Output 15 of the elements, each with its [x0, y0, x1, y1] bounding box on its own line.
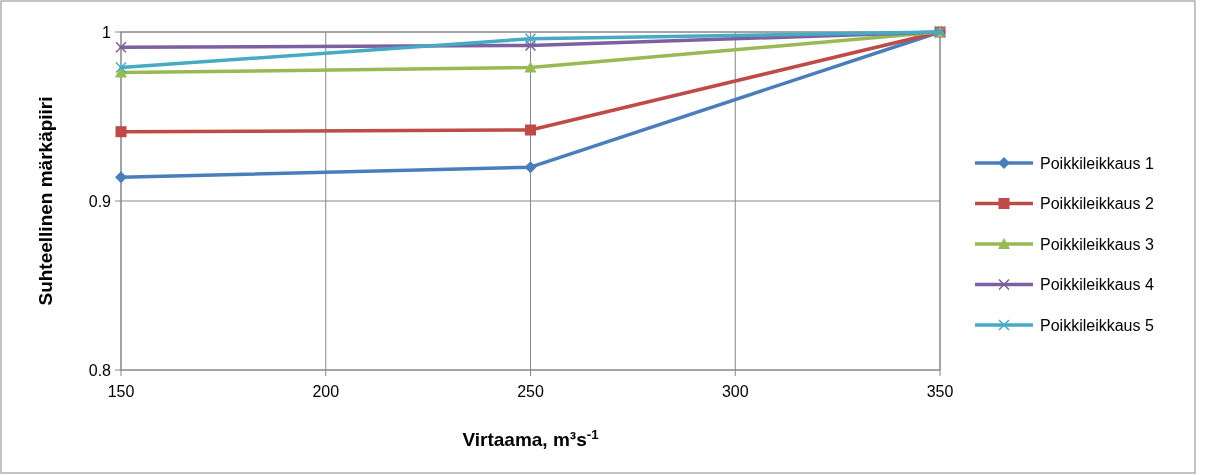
legend-label: Poikkileikkaus 4	[1040, 276, 1154, 294]
x-tick-label: 350	[926, 383, 954, 400]
legend-label: Poikkileikkaus 1	[1040, 154, 1154, 172]
y-tick-label: 0.9	[88, 192, 112, 210]
y-tick-label: 0.8	[88, 361, 112, 379]
y-tick-label: 1	[102, 23, 112, 41]
x-tick-label: 250	[517, 383, 544, 400]
legend-label: Poikkileikkaus 2	[1040, 195, 1154, 213]
legend-label: Poikkileikkaus 5	[1040, 316, 1154, 334]
x-tick-label: 300	[721, 383, 749, 400]
x-tick-label: 200	[312, 383, 340, 400]
y-axis-title: Suhteellinen märkäpiiri	[35, 96, 56, 306]
legend-label: Poikkileikkaus 3	[1040, 235, 1154, 253]
x-axis-title: Virtaama, m³s$^{-1}$	[462, 426, 600, 450]
x-tick-label: 150	[107, 383, 135, 400]
